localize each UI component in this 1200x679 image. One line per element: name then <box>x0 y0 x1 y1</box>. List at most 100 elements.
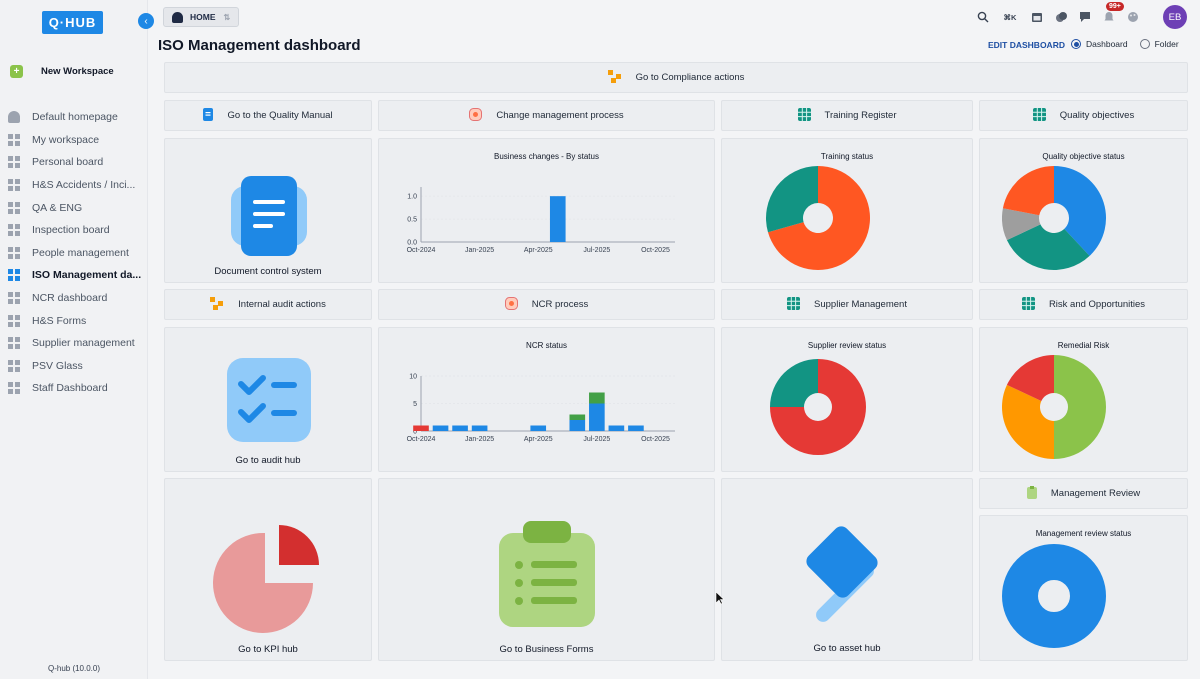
management-review-link[interactable]: Management Review <box>979 478 1188 509</box>
table-icon <box>797 107 811 124</box>
y-tick-label: 5 <box>413 401 417 408</box>
home-icon <box>172 11 183 23</box>
supplier-review-status-card: Supplier review status <box>721 327 973 472</box>
dashboard-icon <box>8 201 20 214</box>
chart-title: Remedial Risk <box>1057 341 1110 350</box>
notification-bell-icon[interactable]: 99+ <box>1100 2 1124 26</box>
chevron-updown-icon: ⇅ <box>223 12 231 22</box>
sidebar-item-qa-eng[interactable]: QA & ENG <box>8 196 146 219</box>
document-icon <box>231 176 307 256</box>
sidebar-item-people-management[interactable]: People management <box>8 242 146 265</box>
chart-title: Management review status <box>1035 529 1132 538</box>
new-workspace-button[interactable]: + New Workspace <box>10 62 140 80</box>
checklist-icon <box>227 358 311 442</box>
search-icon[interactable] <box>974 8 992 26</box>
sidebar-item-personal-board[interactable]: Personal board <box>8 151 146 174</box>
bar-segment <box>471 425 488 431</box>
management-review-donut <box>1002 544 1106 648</box>
donut-slice-0 <box>1002 544 1106 648</box>
training-status-card: Training status <box>721 138 973 283</box>
risk-opportunities-link[interactable]: Risk and Opportunities <box>979 289 1188 320</box>
chevron-left-icon: ‹ <box>144 15 148 27</box>
user-avatar[interactable]: EB <box>1163 5 1187 29</box>
business-changes-chart-card: Business changes - By status 0.0 0.5 1.0 Oc… <box>378 138 715 283</box>
donut-slice-0 <box>767 166 870 270</box>
management-review-status-card: Management review status <box>979 515 1188 661</box>
dashboard-icon <box>8 337 20 350</box>
audit-hub-card[interactable]: Go to audit hub <box>164 327 372 472</box>
collapse-sidebar-button[interactable]: ‹ <box>138 13 154 29</box>
document-control-label: Document control system <box>214 266 322 277</box>
calendar-icon[interactable] <box>1028 8 1046 26</box>
workflow-icon <box>210 296 224 313</box>
home-breadcrumb[interactable]: HOME ⇅ <box>163 7 239 27</box>
sidebar-item-supplier-management[interactable]: Supplier management <box>8 332 146 355</box>
x-tick-label: Apr-2025 <box>524 247 553 254</box>
sidebar-nav: Default homepage My workspace Personal b… <box>8 106 146 400</box>
sidebar-item-staff-dashboard[interactable]: Staff Dashboard <box>8 377 146 400</box>
layers-icon[interactable] <box>1052 8 1070 26</box>
bar-segment <box>569 414 586 420</box>
dashboard-icon <box>8 179 20 192</box>
bar-segment <box>628 425 644 431</box>
bar-segment <box>530 425 547 431</box>
dashboard-icon <box>8 292 20 305</box>
chart-title: Supplier review status <box>807 341 887 350</box>
radio-dashboard[interactable] <box>1071 39 1081 49</box>
donut-slice-2 <box>1006 355 1054 402</box>
sidebar-item-ncr-dashboard[interactable]: NCR dashboard <box>8 287 146 310</box>
sidebar-item-hs-forms[interactable]: H&S Forms <box>8 309 146 332</box>
ncr-process-link[interactable]: NCR process <box>378 289 715 320</box>
ncr-status-chart-card: NCR status 0 5 10 Oct-2024 Jan-2025 Apr-2025 J… <box>378 327 715 472</box>
change-management-link[interactable]: Change management process <box>378 100 715 131</box>
donut-slice-2 <box>1002 208 1041 241</box>
sidebar-item-iso-management[interactable]: ISO Management da... <box>8 264 146 287</box>
clipboard-icon <box>1026 485 1037 502</box>
palette-icon[interactable] <box>1124 8 1142 26</box>
sidebar-item-default-homepage[interactable]: Default homepage <box>8 106 146 129</box>
workflow-icon <box>607 69 622 86</box>
x-tick-label: Jan-2025 <box>465 247 494 254</box>
business-forms-card[interactable]: Go to Business Forms <box>378 478 715 661</box>
x-tick-label: Oct-2024 <box>407 436 436 443</box>
quality-objective-donut <box>1002 166 1106 270</box>
top-toolbar: ⌘K 99+ <box>974 2 1142 26</box>
x-tick-label: Jan-2025 <box>465 436 494 443</box>
x-tick-label: Oct-2025 <box>641 247 670 254</box>
qhub-logo[interactable]: Q·HUB <box>42 11 103 34</box>
quality-manual-link[interactable]: Go to the Quality Manual <box>164 100 372 131</box>
document-control-card[interactable]: Document control system <box>164 138 372 283</box>
supplier-review-donut <box>770 359 866 455</box>
remedial-risk-card: Remedial Risk <box>979 327 1188 472</box>
quality-objectives-link[interactable]: Quality objectives <box>979 100 1188 131</box>
chart-title: Training status <box>820 152 874 161</box>
asset-hub-card[interactable]: Go to asset hub <box>721 478 973 661</box>
internal-audit-link[interactable]: Internal audit actions <box>164 289 372 320</box>
ncr-status-chart: 0 5 10 Oct-2024 Jan-2025 Apr-2025 Jul-2025 Oct-… <box>407 374 675 443</box>
y-tick-label: 10 <box>409 374 417 381</box>
bar <box>549 196 566 242</box>
radio-folder[interactable] <box>1139 39 1150 49</box>
sidebar-item-psv-glass[interactable]: PSV Glass <box>8 355 146 378</box>
kpi-hub-card[interactable]: Go to KPI hub <box>164 478 372 661</box>
sidebar-item-hs-accidents[interactable]: H&S Accidents / Inci... <box>8 174 146 197</box>
bar-segment <box>569 420 586 431</box>
dashboard-icon <box>8 156 20 169</box>
training-register-link[interactable]: Training Register <box>721 100 973 131</box>
pie-chart-icon <box>213 525 319 633</box>
sidebar-item-inspection-board[interactable]: Inspection board <box>8 219 146 242</box>
clipboard-icon <box>499 521 595 627</box>
app-version: Q-hub (10.0.0) <box>47 664 101 673</box>
chat-icon[interactable] <box>1076 8 1094 26</box>
plus-icon: + <box>10 64 23 78</box>
home-icon <box>8 111 20 124</box>
bar-segment <box>608 425 625 431</box>
compliance-actions-link[interactable]: Go to Compliance actions <box>164 62 1188 93</box>
remedial-risk-donut <box>1002 355 1106 459</box>
supplier-management-link[interactable]: Supplier Management <box>721 289 973 320</box>
y-tick-label: 0.5 <box>407 217 417 224</box>
quality-objective-status-card: Quality objective status <box>979 138 1188 283</box>
sidebar-item-my-workspace[interactable]: My workspace <box>8 129 146 152</box>
edit-dashboard-button[interactable]: EDIT DASHBOARD <box>988 40 1065 50</box>
shortcut-hint[interactable]: ⌘K <box>1003 12 1017 22</box>
